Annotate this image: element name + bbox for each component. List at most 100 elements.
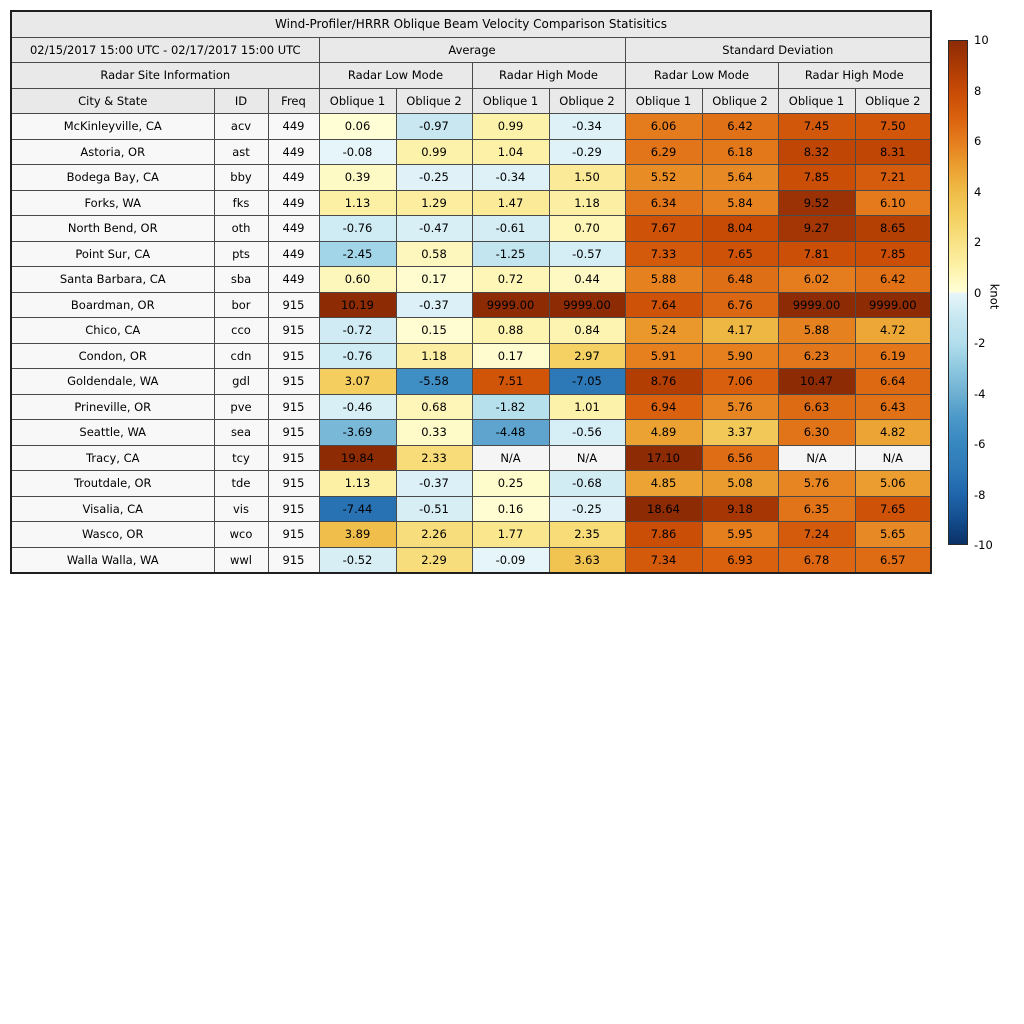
- value-cell: 3.37: [701, 419, 779, 446]
- table-row: Goldendale, WA gdl 915 3.07 -5.58 7.51 -7.05 8.…: [10, 368, 932, 395]
- value-cell: 0.39: [318, 164, 397, 191]
- value-cell: 7.85: [777, 164, 856, 191]
- value-cell: 0.68: [395, 393, 473, 420]
- city-cell: Seattle, WA: [10, 419, 215, 446]
- value-cell: 5.95: [701, 521, 779, 548]
- value-cell: 1.77: [471, 521, 550, 548]
- id-cell: sba: [213, 266, 269, 293]
- value-cell: 6.18: [701, 138, 779, 165]
- value-cell: 0.88: [471, 317, 550, 344]
- value-cell: 4.85: [624, 470, 703, 497]
- value-cell: 18.64: [624, 495, 703, 522]
- colorbar-tick-label: -4: [974, 386, 986, 401]
- city-cell: Condon, OR: [10, 342, 215, 369]
- colorbar-tick-label: 8: [974, 83, 982, 98]
- value-cell: -0.52: [318, 546, 397, 574]
- value-cell: 4.89: [624, 419, 703, 446]
- value-cell: 6.35: [777, 495, 856, 522]
- value-cell: 9999.00: [471, 291, 550, 318]
- city-cell: Walla Walla, WA: [10, 546, 215, 574]
- value-cell: -7.44: [318, 495, 397, 522]
- value-cell: 10.19: [318, 291, 397, 318]
- freq-cell: 449: [267, 113, 320, 140]
- value-cell: 6.94: [624, 393, 703, 420]
- value-cell: -4.48: [471, 419, 550, 446]
- value-cell: 9.52: [777, 189, 856, 216]
- value-cell: 5.65: [854, 521, 932, 548]
- value-cell: 6.78: [777, 546, 856, 574]
- id-cell: cdn: [213, 342, 269, 369]
- table-row: Santa Barbara, CA sba 449 0.60 0.17 0.72 0.44 5…: [10, 266, 932, 293]
- column-header-oblique: Oblique 2: [854, 87, 932, 114]
- column-header-row: City & State ID Freq Oblique 1 Oblique 2…: [10, 87, 932, 114]
- value-cell: -0.76: [318, 215, 397, 242]
- value-cell: 5.76: [777, 470, 856, 497]
- id-cell: vis: [213, 495, 269, 522]
- city-cell: Bodega Bay, CA: [10, 164, 215, 191]
- value-cell: -3.69: [318, 419, 397, 446]
- value-cell: 0.99: [471, 113, 550, 140]
- mode-header-row: Radar Site Information Radar Low Mode Ra…: [10, 62, 932, 89]
- column-header-oblique: Oblique 1: [471, 87, 550, 114]
- value-cell: 4.72: [854, 317, 932, 344]
- value-cell: 3.89: [318, 521, 397, 548]
- table-row: Forks, WA fks 449 1.13 1.29 1.47 1.18 6.34 5.84 9…: [10, 189, 932, 216]
- column-header-oblique: Oblique 1: [777, 87, 856, 114]
- value-cell: 4.17: [701, 317, 779, 344]
- city-cell: Visalia, CA: [10, 495, 215, 522]
- freq-cell: 915: [267, 419, 320, 446]
- mode-header-std-high: Radar High Mode: [777, 62, 932, 89]
- table-row: Point Sur, CA pts 449 -2.45 0.58 -1.25 -0.57 7.…: [10, 240, 932, 267]
- value-cell: 6.02: [777, 266, 856, 293]
- id-cell: pve: [213, 393, 269, 420]
- table-row: North Bend, OR oth 449 -0.76 -0.47 -0.61 0.70 7…: [10, 215, 932, 242]
- value-cell: -7.05: [548, 368, 626, 395]
- value-cell: 19.84: [318, 444, 397, 471]
- value-cell: -0.29: [548, 138, 626, 165]
- freq-cell: 915: [267, 470, 320, 497]
- value-cell: 2.29: [395, 546, 473, 574]
- freq-cell: 915: [267, 317, 320, 344]
- id-cell: gdl: [213, 368, 269, 395]
- id-cell: bby: [213, 164, 269, 191]
- value-cell: 8.04: [701, 215, 779, 242]
- value-cell: 9999.00: [548, 291, 626, 318]
- value-cell: 5.91: [624, 342, 703, 369]
- value-cell: 5.64: [701, 164, 779, 191]
- value-cell: 0.16: [471, 495, 550, 522]
- city-cell: Wasco, OR: [10, 521, 215, 548]
- mode-header-avg-high: Radar High Mode: [471, 62, 626, 89]
- id-cell: wco: [213, 521, 269, 548]
- value-cell: -0.25: [548, 495, 626, 522]
- id-cell: bor: [213, 291, 269, 318]
- value-cell: 9999.00: [854, 291, 932, 318]
- id-cell: wwl: [213, 546, 269, 574]
- value-cell: -5.58: [395, 368, 473, 395]
- city-cell: Prineville, OR: [10, 393, 215, 420]
- value-cell: -0.57: [548, 240, 626, 267]
- colorbar-tick-label: 4: [974, 184, 982, 199]
- value-cell: 6.93: [701, 546, 779, 574]
- value-cell: 1.18: [548, 189, 626, 216]
- freq-cell: 915: [267, 368, 320, 395]
- date-range: 02/15/2017 15:00 UTC - 02/17/2017 15:00 …: [10, 36, 320, 63]
- colorbar-tick-label: 0: [974, 285, 982, 300]
- city-cell: Tracy, CA: [10, 444, 215, 471]
- city-cell: Boardman, OR: [10, 291, 215, 318]
- value-cell: 6.06: [624, 113, 703, 140]
- value-cell: 6.56: [701, 444, 779, 471]
- value-cell: 0.25: [471, 470, 550, 497]
- freq-cell: 915: [267, 342, 320, 369]
- value-cell: 7.06: [701, 368, 779, 395]
- value-cell: 5.76: [701, 393, 779, 420]
- table-row: Walla Walla, WA wwl 915 -0.52 2.29 -0.09 3.63 7…: [10, 546, 932, 574]
- table-row: Boardman, OR bor 915 10.19 -0.37 9999.00 9999.…: [10, 291, 932, 318]
- column-header-freq: Freq: [267, 87, 320, 114]
- freq-cell: 915: [267, 521, 320, 548]
- value-cell: 6.42: [701, 113, 779, 140]
- value-cell: 6.63: [777, 393, 856, 420]
- value-cell: 7.67: [624, 215, 703, 242]
- value-cell: 7.45: [777, 113, 856, 140]
- value-cell: 5.08: [701, 470, 779, 497]
- value-cell: 0.15: [395, 317, 473, 344]
